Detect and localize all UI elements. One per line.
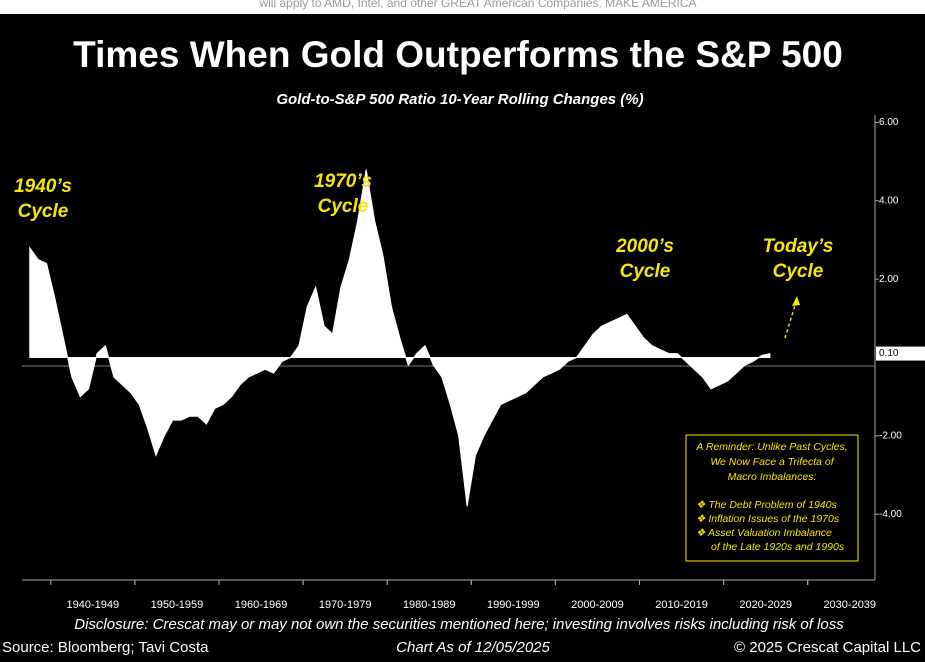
note-item: ❖ Asset Valuation Imbalance [696, 527, 832, 539]
cycle-label: Cycle [620, 261, 671, 282]
last-value-label: 0.10 [879, 348, 899, 359]
note-item: ❖ The Debt Problem of 1940s [696, 499, 837, 511]
x-tick-label: 2020-2029 [739, 599, 792, 611]
x-tick-label: 2000-2009 [571, 599, 624, 611]
cycle-label: 2000’s [615, 236, 674, 257]
note-item: of the Late 1920s and 1990s [711, 541, 845, 553]
note-item: ❖ Inflation Issues of the 1970s [696, 513, 840, 525]
x-tick-label: 1980-1989 [403, 599, 456, 611]
cycle-label: Today’s [763, 236, 834, 257]
x-tick-label: 1960-1969 [235, 599, 288, 611]
y-tick-label: -4.00 [879, 509, 902, 520]
x-tick-label: 1970-1979 [319, 599, 372, 611]
x-tick-label: 1940-1949 [67, 599, 120, 611]
y-tick-label: 4.00 [879, 195, 899, 206]
area [29, 169, 771, 507]
x-tick-label: 2030-2039 [823, 599, 876, 611]
arrow [784, 301, 797, 339]
cycle-label: Cycle [18, 201, 69, 222]
chart-title: Times When Gold Outperforms the S&P 500 [73, 34, 843, 75]
date-note: Chart As of 12/05/2025 [396, 639, 550, 656]
arrow-head [792, 296, 800, 306]
last-value-box [876, 346, 925, 361]
x-tick-label: 2010-2019 [655, 599, 708, 611]
copyright: © 2025 Crescat Capital LLC [734, 639, 921, 656]
x-tick-label: 1990-1999 [487, 599, 540, 611]
note-box [685, 434, 859, 562]
chart-subtitle: Gold-to-S&P 500 Ratio 10-Year Rolling Ch… [276, 91, 643, 108]
disclosure: Disclosure: Crescat may or may not own t… [74, 616, 844, 633]
cycle-label: 1970’s [314, 171, 372, 192]
x-tick-label: 1950-1959 [151, 599, 204, 611]
cycle-label: Cycle [773, 261, 824, 282]
header-strip [0, 0, 925, 14]
y-tick-label: 2.00 [879, 274, 899, 285]
y-tick-label: 6.00 [879, 117, 899, 128]
cycle-label: 1940’s [14, 176, 72, 197]
note-heading: A Reminder: Unlike Past Cycles, [695, 441, 847, 453]
cycle-label: Cycle [318, 196, 369, 217]
note-heading: We Now Face a Trifecta of [710, 456, 834, 468]
header-note: will apply to AMD, Intel, and other GREA… [258, 0, 696, 10]
source: Source: Bloomberg; Tavi Costa [2, 639, 209, 656]
y-tick-label: -2.00 [879, 430, 902, 441]
note-heading: Macro Imbalances: [728, 471, 817, 483]
